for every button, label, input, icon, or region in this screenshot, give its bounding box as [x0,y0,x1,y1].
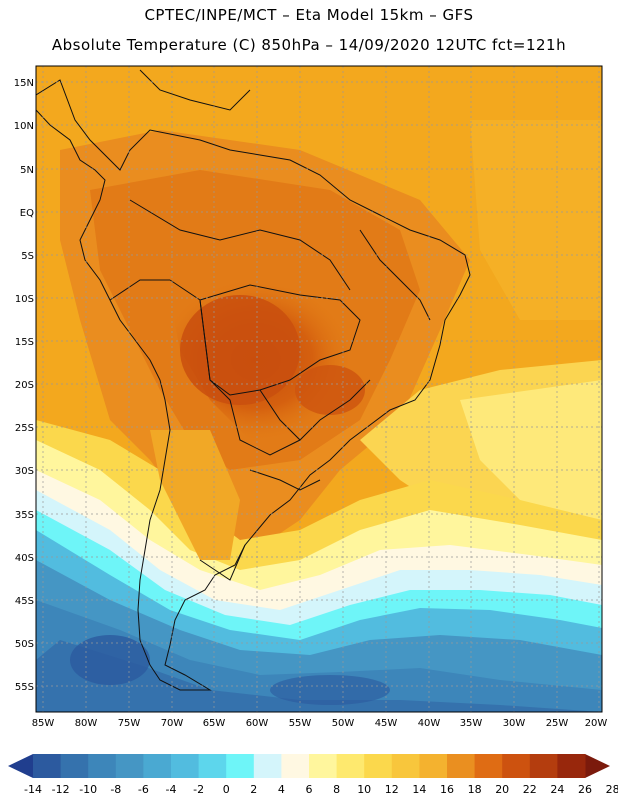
colorbar-cell [60,754,89,778]
colorbar-cell [529,754,558,778]
colorbar-label: -10 [79,783,97,796]
colorbar-label: -8 [110,783,121,796]
lon-label: 75W [118,718,141,729]
colorbar-cell [88,754,117,778]
map-title-model: CPTEC/INPE/MCT – Eta Model 15km – GFS [144,6,474,24]
colorbar-label: -2 [193,783,204,796]
lat-label: 10S [15,294,34,305]
lat-label: 15N [14,78,34,89]
colorbar-label: 10 [357,783,371,796]
lat-label: 15S [15,337,34,348]
colorbar-label: 20 [495,783,509,796]
lon-label: 80W [75,718,98,729]
lat-label: 5S [21,251,34,262]
colorbar-cell [281,754,310,778]
colorbar-cell [391,754,420,778]
lat-label: 30S [15,466,34,477]
lon-label: 20W [585,718,608,729]
latitude-labels: 15N 10N 5N EQ 5S 10S 15S 20S 25S 30S 35S… [14,78,34,693]
colorbar-cell [33,754,62,778]
colorbar-label: 14 [412,783,426,796]
colorbar-cell [171,754,200,778]
colorbar-cell [364,754,393,778]
colorbar-cell [557,754,586,778]
colorbar-label: -14 [24,783,42,796]
colorbar: -14 -12 -10 -8 -6 -4 -2 0 2 4 6 8 10 12 14 16 18 20 22 24 26… [8,754,618,796]
colorbar-label: 24 [550,783,564,796]
lon-label: 55W [289,718,312,729]
colorbar-label: 18 [468,783,482,796]
map-frame [35,65,603,713]
temperature-field [36,66,602,712]
map-title-variable: Absolute Temperature (C) 850hPa – 14/09/… [51,36,567,54]
lon-label: 65W [203,718,226,729]
lat-label: 50S [15,639,34,650]
lon-label: 45W [375,718,398,729]
lat-label: EQ [20,208,34,219]
colorbar-label: 4 [278,783,285,796]
colorbar-cell [198,754,227,778]
colorbar-label: 6 [306,783,313,796]
lon-label: 25W [546,718,569,729]
lat-label: 5N [20,165,34,176]
graticule [36,66,602,712]
longitude-labels: 85W 80W 75W 70W 65W 60W 55W 50W 45W 40W … [32,718,608,729]
coastlines [36,69,471,691]
colorbar-label: 8 [333,783,340,796]
lat-label: 20S [15,380,34,391]
colorbar-label: 16 [440,783,454,796]
colorbar-cell [253,754,282,778]
colorbar-cell [115,754,144,778]
lon-label: 35W [460,718,483,729]
colorbar-label: -6 [138,783,149,796]
lat-label: 55S [15,682,34,693]
lon-label: 70W [161,718,184,729]
colorbar-cell [419,754,448,778]
colorbar-label: -4 [166,783,177,796]
colorbar-min-arrow [8,754,33,778]
colorbar-cell [143,754,172,778]
lon-label: 60W [246,718,269,729]
colorbar-label: 0 [223,783,230,796]
colorbar-max-arrow [585,754,610,778]
lat-label: 25S [15,423,34,434]
colorbar-cell [502,754,531,778]
lon-label: 30W [503,718,526,729]
colorbar-cell [309,754,338,778]
colorbar-cell [226,754,255,778]
lat-label: 35S [15,510,34,521]
colorbar-label: 22 [523,783,537,796]
colorbar-label: 12 [385,783,399,796]
lon-label: 85W [32,718,55,729]
colorbar-cell [336,754,365,778]
colorbar-label: 2 [250,783,257,796]
lon-label: 40W [418,718,441,729]
colorbar-cell [447,754,476,778]
lon-label: 50W [332,718,355,729]
colorbar-cell [474,754,503,778]
lat-label: 45S [15,596,34,607]
colorbar-label: 26 [578,783,592,796]
colorbar-label: -12 [52,783,70,796]
lat-label: 40S [15,553,34,564]
lat-label: 10N [14,121,34,132]
colorbar-label: 28 [606,783,618,796]
